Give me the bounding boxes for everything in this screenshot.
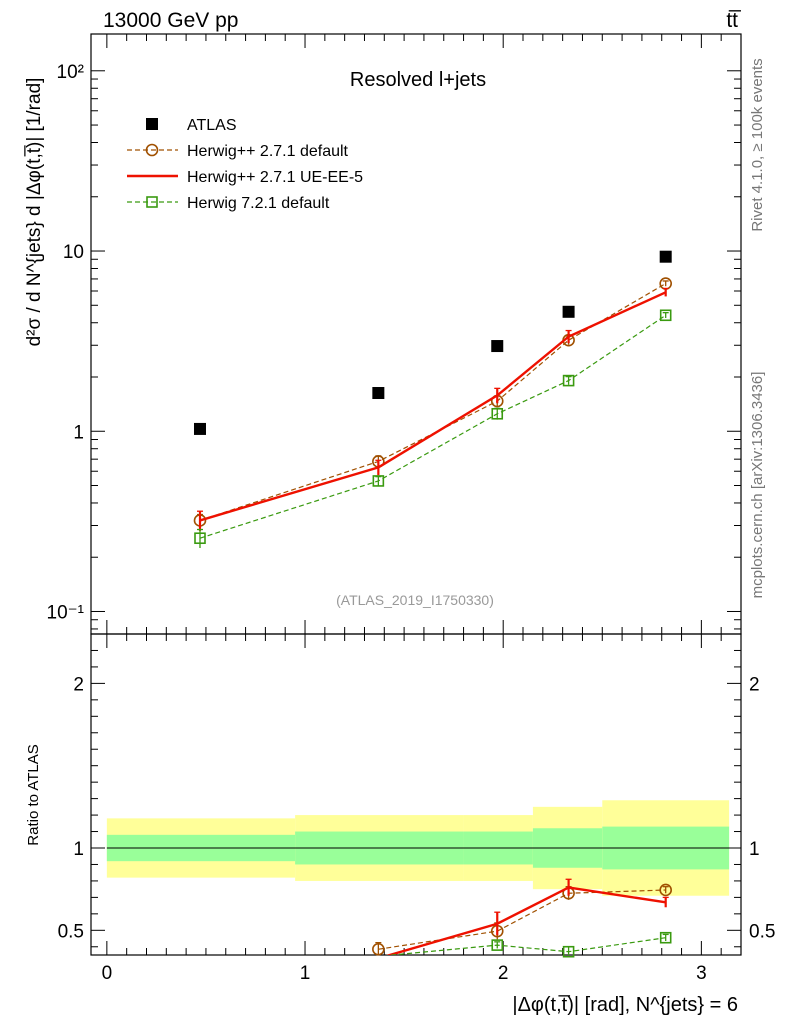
- y-tick-label: 1: [73, 422, 84, 443]
- ratio-y-tick-label: 2: [73, 674, 84, 695]
- ratio-2-point: [491, 939, 504, 951]
- ratio-2-line: [385, 937, 666, 955]
- rivet-label: Rivet 4.1.0, ≥ 100k events: [749, 58, 766, 231]
- main-0-point: [659, 250, 672, 263]
- main-3-line: [199, 314, 667, 539]
- main-0-point: [562, 305, 575, 318]
- main-3-point: [372, 475, 385, 487]
- main-3-point: [562, 374, 575, 387]
- legend-marker: [145, 143, 159, 157]
- ratio-2-point: [659, 931, 672, 944]
- analysis-tag: (ATLAS_2019_I1750330): [336, 592, 494, 608]
- main-2-line: [199, 291, 667, 522]
- legend-label: Herwig++ 2.7.1 UE-EE-5: [187, 169, 363, 186]
- x-tick-label: 2: [498, 963, 509, 984]
- series-main-1: [193, 277, 672, 527]
- plot-title: Resolved l+jets: [350, 69, 486, 91]
- legend-marker: [146, 196, 158, 208]
- x-axis-title: |Δφ(t,t̅)| [rad], N^{jets} = 6: [512, 994, 738, 1016]
- main-3-point: [491, 407, 504, 420]
- ratio-plot-frame: [90, 633, 742, 956]
- legend-entry-2: Herwig++ 2.7.1 UE-EE-5: [127, 169, 363, 186]
- ratio-y-tick-label: 1: [73, 839, 84, 860]
- ratio-y-tick-label-right: 2: [749, 674, 760, 695]
- series-main-2: [196, 287, 669, 531]
- ratio-y-tick-label: 0.5: [58, 921, 84, 942]
- ratio-y-tick-label-right: 0.5: [749, 921, 775, 942]
- main-0-point: [372, 387, 385, 400]
- legend-label: Herwig++ 2.7.1 default: [187, 143, 349, 160]
- legend-entry-0: ATLAS: [146, 117, 237, 134]
- ratio-series: [372, 878, 672, 958]
- series-main-3: [194, 309, 672, 549]
- legend: ATLAS Herwig++ 2.7.1 default Herwig++ 2.7.…: [127, 117, 363, 212]
- energy-label: 13000 GeV pp: [103, 9, 238, 32]
- ratio-y-tick-label-right: 1: [749, 839, 760, 860]
- ratio-0-point: [659, 883, 672, 897]
- ratio-axis-ticks: 0 1 2 3 0.5 0.5 1 1 2 2: [58, 633, 775, 984]
- series-ratio-1: [385, 878, 669, 955]
- y-tick-label: 10: [63, 242, 84, 263]
- ratio-y-axis-title: Ratio to ATLAS: [25, 744, 42, 845]
- legend-label: Herwig 7.2.1 default: [187, 195, 330, 212]
- main-series: [193, 250, 672, 549]
- main-1-line: [199, 283, 666, 522]
- main-3-point: [194, 532, 206, 545]
- ratio-1-line: [385, 886, 666, 955]
- main-0-point: [491, 340, 504, 353]
- series-ratio-2: [385, 931, 672, 958]
- y-tick-label: 10²: [57, 62, 84, 83]
- ratio-2-point: [562, 945, 575, 958]
- y-tick-label: 10⁻¹: [47, 602, 85, 623]
- process-label: tt̅: [726, 9, 742, 32]
- legend-label: ATLAS: [187, 117, 237, 134]
- mcplots-label: mcplots.cern.ch [arXiv:1306.3436]: [749, 372, 766, 599]
- ratio-0-line: [378, 889, 666, 950]
- legend-marker: [146, 118, 158, 130]
- legend-entry-3: Herwig 7.2.1 default: [127, 195, 330, 212]
- x-tick-label: 0: [102, 963, 113, 984]
- main-0-point: [193, 422, 206, 435]
- main-axis-ticks: 10⁻¹ 1 10 10²: [47, 34, 742, 634]
- series-main-0: [193, 250, 672, 435]
- main-3-point: [659, 309, 672, 322]
- ratio-0-point: [372, 942, 385, 956]
- x-tick-label: 3: [696, 963, 707, 984]
- y-axis-title: d²σ / d N^{jets} d |Δφ(t,t̅)| [1/rad]: [24, 78, 45, 347]
- legend-entry-1: Herwig++ 2.7.1 default: [127, 143, 349, 160]
- x-tick-label: 1: [300, 963, 311, 984]
